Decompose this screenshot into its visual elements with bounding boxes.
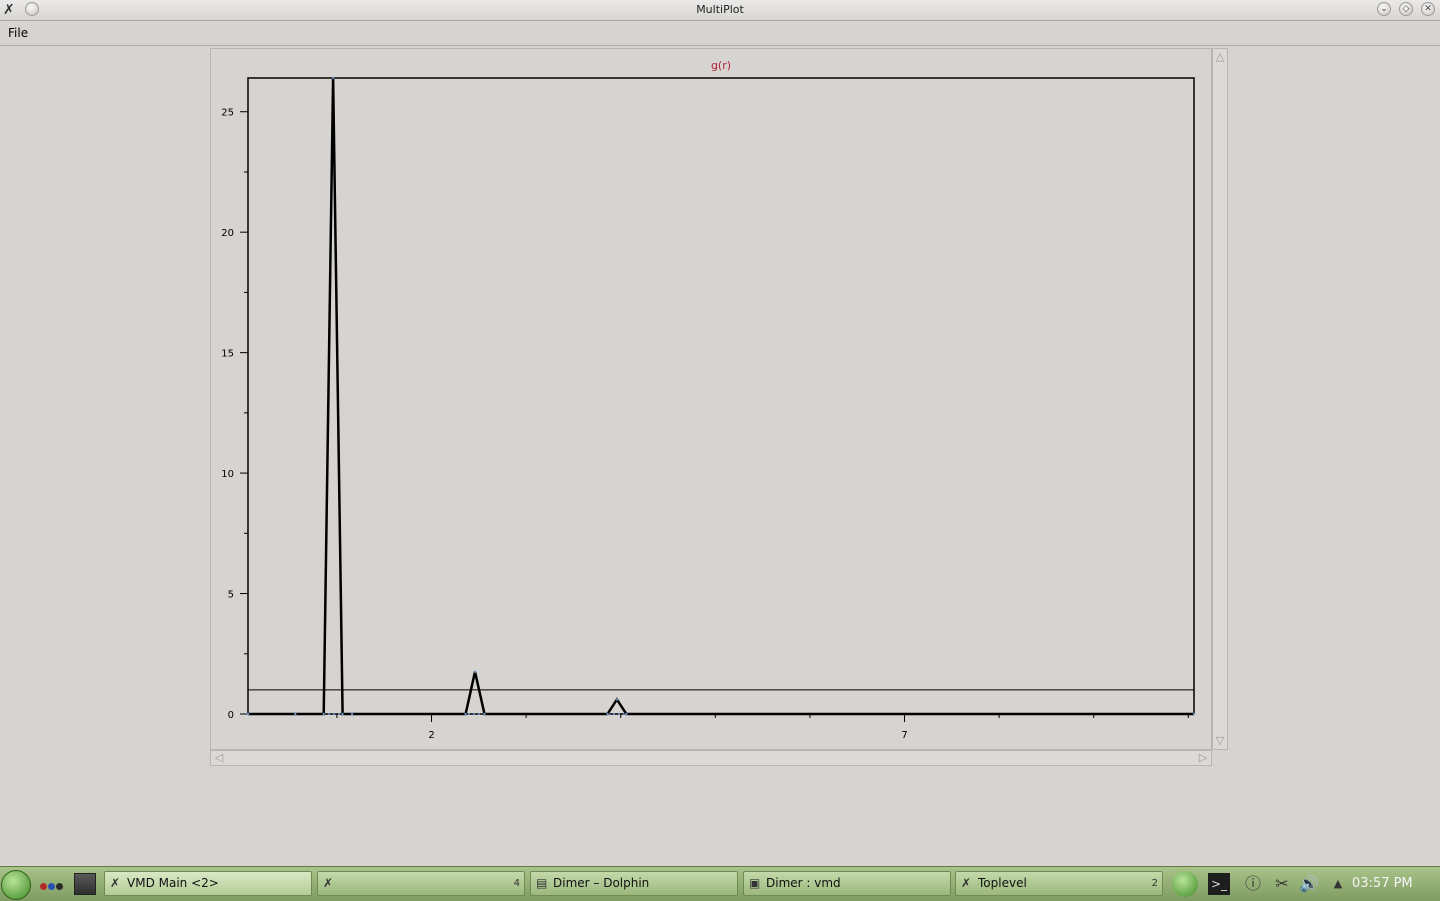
- chart-svg: g(r) 0 5 10 15 20 25 2 7: [221, 59, 1196, 741]
- data-point: [473, 670, 477, 674]
- scroll-right-arrow-icon[interactable]: ▷: [1198, 751, 1208, 764]
- data-point: [322, 712, 325, 716]
- start-menu-button[interactable]: [1, 870, 31, 900]
- window-menu-button[interactable]: [25, 2, 39, 16]
- vmd-icon: ✗: [323, 876, 334, 890]
- network-manager-icon[interactable]: [1172, 871, 1198, 897]
- data-point: [615, 698, 619, 701]
- terminal-launcher-icon[interactable]: >_: [1208, 873, 1230, 895]
- show-desktop-icon[interactable]: [74, 873, 96, 895]
- vmd-icon: ✗: [110, 876, 121, 890]
- y-tick-label: 0: [228, 710, 234, 721]
- plot-border: [247, 77, 1195, 715]
- minimize-button[interactable]: ⌄: [1377, 2, 1391, 16]
- scroll-down-arrow-icon[interactable]: ▽: [1215, 734, 1225, 747]
- tray-expand-arrow-icon[interactable]: ▲: [1333, 877, 1343, 890]
- data-point: [464, 712, 467, 716]
- task-label: Dimer : vmd: [766, 876, 841, 890]
- task-label: Dimer – Dolphin: [553, 876, 650, 890]
- task-label: VMD Main <2>: [127, 876, 219, 890]
- series-line-0: [248, 77, 1194, 716]
- task-group-vmd[interactable]: ✗ 4: [317, 871, 525, 896]
- app-icon[interactable]: ✗: [3, 2, 15, 18]
- task-terminal-vmd[interactable]: ▣ Dimer : vmd: [743, 871, 951, 896]
- task-count: 4: [513, 878, 520, 889]
- vertical-scrollbar[interactable]: △ ▽: [1212, 48, 1228, 750]
- x-tick-label: 7: [901, 730, 907, 741]
- y-tick-label: 25: [221, 108, 234, 119]
- window-titlebar[interactable]: ✗ MultiPlot ⌄ ◇ ✕: [0, 0, 1440, 21]
- chart-title: g(r): [711, 59, 731, 72]
- task-label: Toplevel: [978, 876, 1027, 890]
- y-tick-label: 10: [221, 469, 234, 480]
- horizontal-scrollbar[interactable]: ◁ ▷: [210, 750, 1212, 766]
- y-tick-label: 5: [228, 590, 234, 601]
- clipboard-scissors-icon[interactable]: ✂: [1275, 874, 1289, 893]
- data-point: [1192, 712, 1196, 716]
- data-point: [246, 712, 250, 716]
- y-tick-label: 15: [221, 349, 234, 360]
- maximize-button[interactable]: ◇: [1399, 2, 1413, 16]
- plot-canvas: g(r) 0 5 10 15 20 25 2 7: [210, 48, 1212, 750]
- menu-bar: File: [0, 21, 1440, 46]
- data-point: [294, 712, 297, 716]
- taskbar: ✗ VMD Main <2> ✗ 4 ▤ Dimer – Dolphin ▣ D…: [0, 866, 1440, 901]
- task-count: 2: [1151, 878, 1158, 889]
- x-tick-label: 2: [428, 730, 434, 741]
- taskbar-clock[interactable]: 03:57 PM: [1352, 876, 1413, 891]
- data-point: [341, 712, 344, 716]
- volume-icon[interactable]: 🔊: [1299, 874, 1319, 893]
- data-point: [331, 76, 335, 80]
- terminal-icon: ▣: [749, 876, 761, 890]
- vmd-icon: ✗: [961, 876, 972, 890]
- data-point: [350, 712, 354, 716]
- data-point: [625, 712, 628, 716]
- close-button[interactable]: ✕: [1421, 2, 1435, 16]
- workspace-dots-icon[interactable]: [40, 879, 66, 890]
- folder-icon: ▤: [536, 876, 548, 890]
- task-toplevel[interactable]: ✗ Toplevel 2: [955, 871, 1163, 896]
- menu-file[interactable]: File: [8, 26, 29, 40]
- scroll-left-arrow-icon[interactable]: ◁: [214, 751, 224, 764]
- task-dolphin[interactable]: ▤ Dimer – Dolphin: [530, 871, 738, 896]
- window-title: MultiPlot: [696, 3, 744, 16]
- info-icon[interactable]: ⓘ: [1244, 874, 1261, 893]
- y-tick-label: 20: [221, 228, 234, 239]
- scroll-up-arrow-icon[interactable]: △: [1215, 50, 1225, 63]
- data-point: [483, 712, 486, 716]
- task-vmd-main[interactable]: ✗ VMD Main <2>: [104, 871, 312, 896]
- data-point: [606, 712, 609, 716]
